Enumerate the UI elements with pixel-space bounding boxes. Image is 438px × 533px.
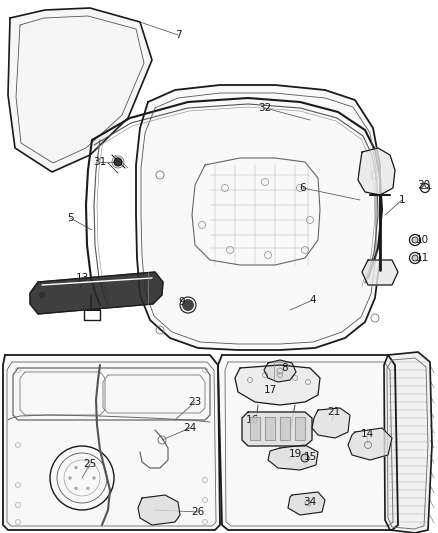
Polygon shape <box>242 412 312 446</box>
Text: 30: 30 <box>417 180 431 190</box>
Circle shape <box>114 158 122 166</box>
Text: 24: 24 <box>184 423 197 433</box>
Circle shape <box>412 255 418 261</box>
Polygon shape <box>250 417 260 440</box>
Polygon shape <box>358 148 395 195</box>
Circle shape <box>420 183 430 192</box>
Text: 31: 31 <box>93 157 106 167</box>
Text: 25: 25 <box>83 459 97 469</box>
Polygon shape <box>30 272 163 314</box>
Polygon shape <box>268 445 318 470</box>
Circle shape <box>412 237 418 243</box>
Text: 8: 8 <box>282 363 288 373</box>
Polygon shape <box>312 408 350 438</box>
Circle shape <box>92 477 95 480</box>
Polygon shape <box>3 355 220 530</box>
Circle shape <box>183 300 194 311</box>
Polygon shape <box>288 492 325 515</box>
Circle shape <box>86 487 89 490</box>
Polygon shape <box>384 352 432 533</box>
Circle shape <box>86 466 89 469</box>
Polygon shape <box>362 260 398 285</box>
Text: 10: 10 <box>415 235 428 245</box>
Circle shape <box>410 253 420 263</box>
Text: 34: 34 <box>304 497 317 507</box>
Text: 26: 26 <box>191 507 205 517</box>
Text: 1: 1 <box>399 195 405 205</box>
Text: 23: 23 <box>188 397 201 407</box>
Polygon shape <box>265 417 275 440</box>
Text: 14: 14 <box>360 429 374 439</box>
Polygon shape <box>348 428 392 460</box>
Polygon shape <box>8 8 152 172</box>
Polygon shape <box>295 417 305 440</box>
Circle shape <box>301 454 309 462</box>
Text: 7: 7 <box>175 30 181 40</box>
Circle shape <box>74 487 78 490</box>
Circle shape <box>39 292 45 298</box>
Text: 16: 16 <box>245 415 258 425</box>
Circle shape <box>410 235 420 246</box>
Polygon shape <box>138 495 180 525</box>
Text: 11: 11 <box>415 253 429 263</box>
Polygon shape <box>136 85 380 350</box>
Text: 9: 9 <box>179 297 185 307</box>
Circle shape <box>74 466 78 469</box>
Polygon shape <box>218 355 398 530</box>
Text: 5: 5 <box>67 213 73 223</box>
Text: 4: 4 <box>310 295 316 305</box>
Text: 15: 15 <box>304 452 317 462</box>
Polygon shape <box>280 417 290 440</box>
Text: 19: 19 <box>288 449 302 459</box>
Text: 6: 6 <box>300 183 306 193</box>
Polygon shape <box>235 365 320 405</box>
Text: 17: 17 <box>263 385 277 395</box>
Text: 13: 13 <box>75 273 88 283</box>
Text: 21: 21 <box>327 407 341 417</box>
Text: 32: 32 <box>258 103 272 113</box>
Polygon shape <box>264 360 296 382</box>
Circle shape <box>68 477 71 480</box>
